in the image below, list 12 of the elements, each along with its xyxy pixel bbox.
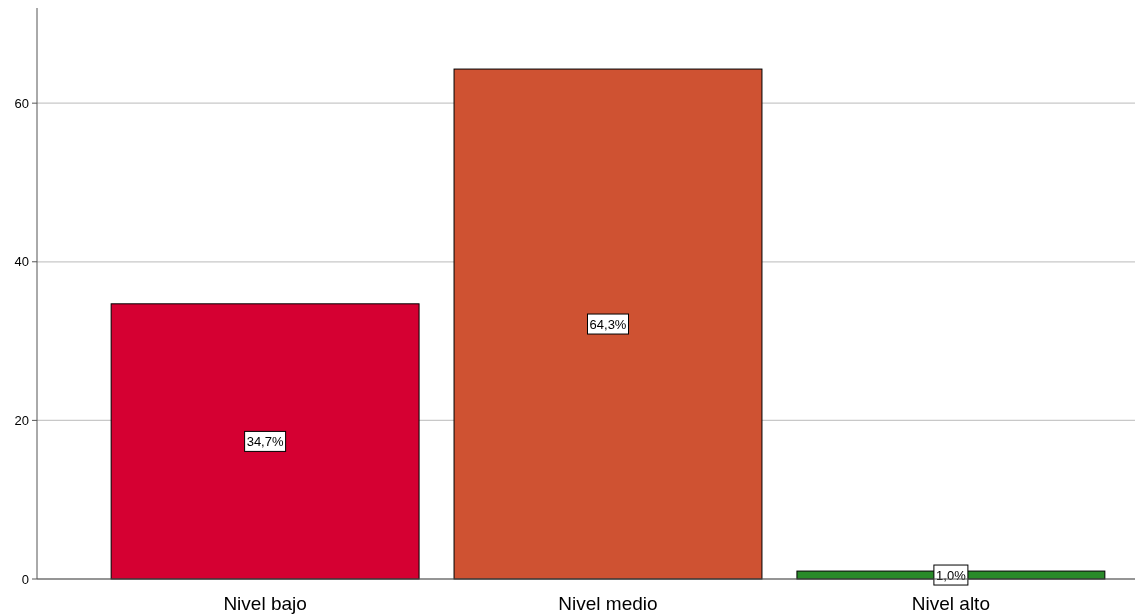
x-tick-label: Nivel medio xyxy=(558,593,658,614)
data-label: 1,0% xyxy=(936,567,967,583)
y-tick-label: 60 xyxy=(14,95,29,111)
x-tick-label: Nivel alto xyxy=(911,593,990,614)
bar xyxy=(453,68,763,580)
bar xyxy=(110,303,420,580)
data-label: 34,7% xyxy=(246,433,284,449)
y-tick-label: 20 xyxy=(14,412,29,428)
data-label: 64,3% xyxy=(589,316,627,332)
x-tick-label: Nivel bajo xyxy=(223,593,307,614)
y-tick-label: 40 xyxy=(14,254,29,270)
y-tick-label: 0 xyxy=(21,571,29,587)
